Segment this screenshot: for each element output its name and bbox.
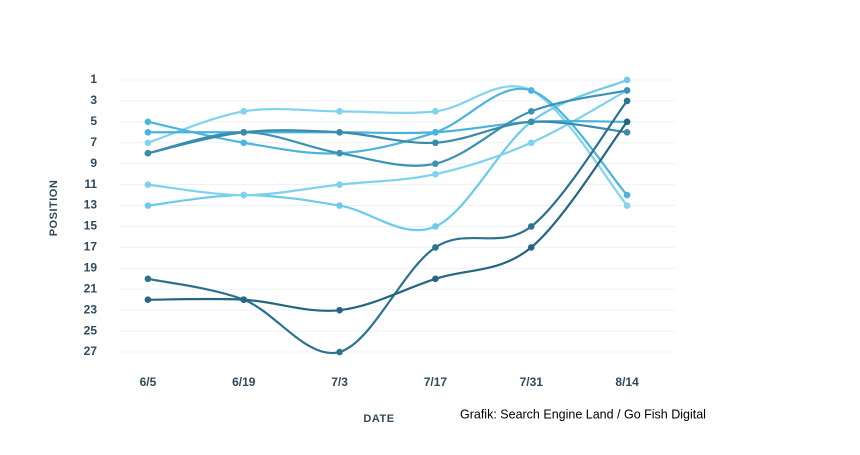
data-point <box>144 275 152 283</box>
data-point <box>623 87 631 94</box>
source-credit: Grafik: Search Engine Land / Go Fish Dig… <box>460 407 706 421</box>
data-point <box>240 296 248 304</box>
data-point <box>432 275 439 283</box>
data-point <box>432 170 439 178</box>
y-tick-label: 27 <box>84 344 98 358</box>
data-point <box>240 139 248 147</box>
data-point <box>623 128 631 136</box>
y-tick-label: 3 <box>90 93 97 107</box>
series-line <box>147 78 628 232</box>
y-tick-label: 19 <box>84 260 98 274</box>
data-point <box>336 149 343 157</box>
data-point <box>144 139 152 147</box>
data-point <box>527 223 535 230</box>
y-tick-label: 15 <box>84 219 98 233</box>
x-tick-label: 7/3 <box>331 375 348 389</box>
x-tick-label: 7/17 <box>424 375 448 389</box>
data-point <box>527 244 535 251</box>
data-point <box>144 118 152 126</box>
data-point <box>336 202 343 209</box>
x-tick-label: 6/19 <box>232 375 256 389</box>
data-point <box>527 108 535 115</box>
data-point <box>144 149 152 157</box>
x-tick-label: 8/14 <box>615 375 639 389</box>
data-point <box>240 128 248 136</box>
data-point <box>623 76 631 84</box>
data-point <box>144 128 152 136</box>
data-point <box>144 296 152 304</box>
data-point <box>432 128 439 136</box>
data-point <box>432 244 439 251</box>
series-line <box>147 89 628 167</box>
y-tick-label: 7 <box>90 135 97 149</box>
y-tick-label: 23 <box>84 302 98 316</box>
y-tick-label: 5 <box>90 114 97 128</box>
data-point <box>240 108 248 115</box>
series-line <box>147 120 628 155</box>
series-line <box>147 85 628 207</box>
x-tick-label: 6/5 <box>140 375 157 389</box>
data-point <box>336 181 343 188</box>
data-point <box>623 202 631 209</box>
data-point <box>336 348 343 356</box>
y-tick-label: 21 <box>84 281 98 295</box>
y-tick-label: 11 <box>84 177 97 191</box>
data-point <box>432 108 439 115</box>
data-point <box>623 191 631 199</box>
series-line <box>147 89 628 197</box>
data-point <box>240 191 248 199</box>
y-tick-label: 9 <box>90 156 97 170</box>
data-point <box>527 139 535 147</box>
x-tick-label: 7/31 <box>520 375 544 389</box>
data-point <box>336 128 343 136</box>
data-point <box>527 118 535 126</box>
data-point <box>623 97 631 105</box>
data-point <box>144 202 152 209</box>
series-line <box>147 121 628 312</box>
data-point <box>432 160 439 167</box>
y-tick-label: 17 <box>84 240 98 254</box>
data-point <box>336 108 343 115</box>
data-point <box>623 118 631 126</box>
data-point <box>336 306 343 314</box>
data-point <box>527 87 535 94</box>
y-tick-label: 13 <box>84 198 98 212</box>
data-point <box>144 181 152 188</box>
y-tick-label: 1 <box>90 72 97 86</box>
data-point <box>432 223 439 230</box>
x-axis-title: DATE <box>363 413 394 425</box>
y-axis-title: POSITION <box>48 180 60 237</box>
y-tick-label: 25 <box>84 323 98 337</box>
data-point <box>432 139 439 147</box>
